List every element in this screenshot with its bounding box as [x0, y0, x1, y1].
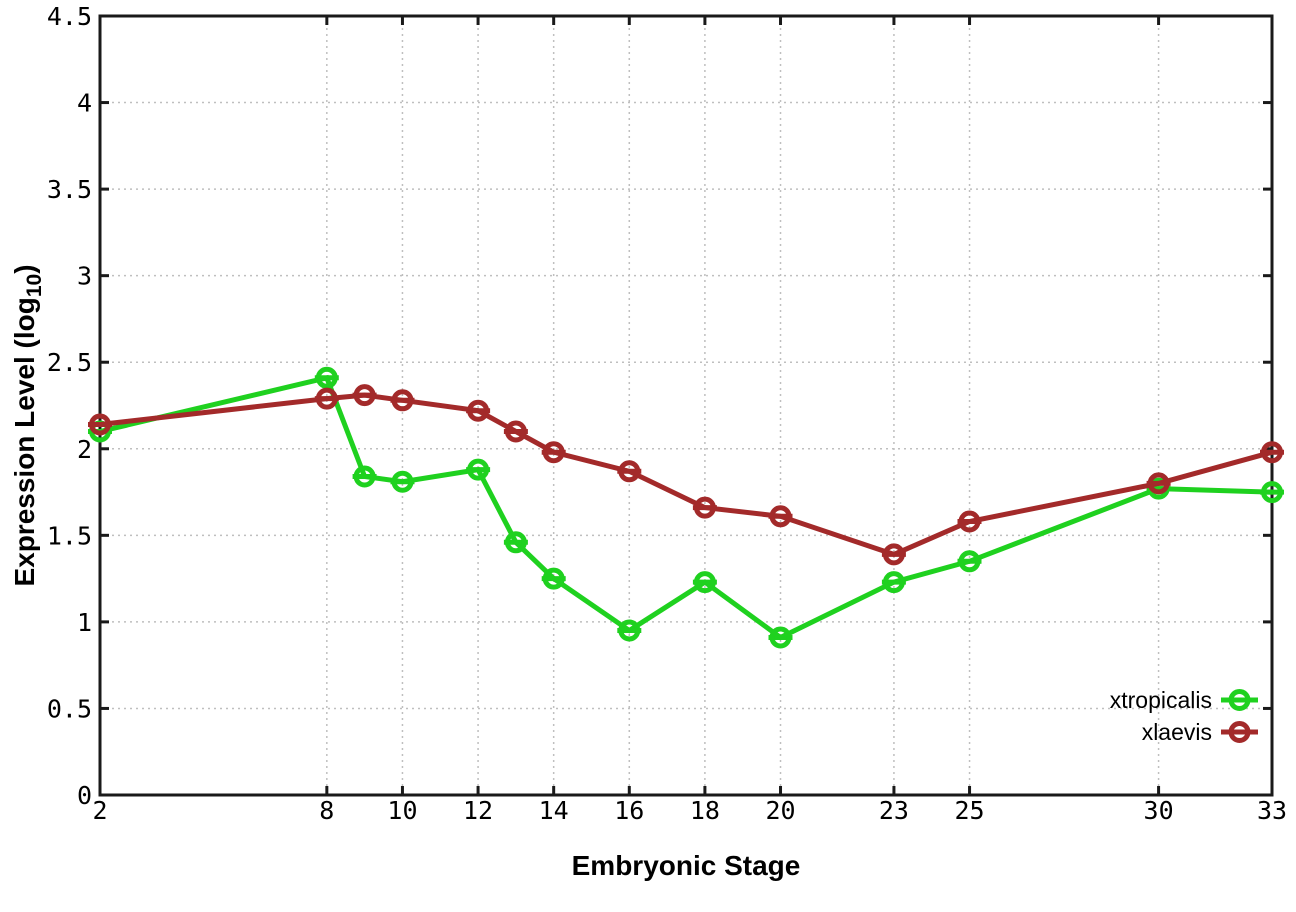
- legend-marker-point: [1228, 689, 1251, 711]
- data-point-marker: [1261, 441, 1283, 464]
- x-tick-label: 8: [319, 796, 334, 825]
- y-tick-label: 0: [77, 781, 92, 810]
- series-xlaevis: [88, 384, 1284, 566]
- data-point-marker: [618, 619, 641, 642]
- data-point-marker: [504, 531, 527, 554]
- data-point-marker: [353, 384, 376, 407]
- data-point-marker: [391, 389, 414, 412]
- data-point-marker: [315, 366, 338, 389]
- legend: xtropicalis xlaevis: [1110, 687, 1258, 745]
- legend-label-xlaevis: xlaevis: [1142, 719, 1212, 745]
- x-tick-label: 10: [387, 796, 417, 825]
- data-point-marker: [1147, 472, 1170, 495]
- x-tick-label: 16: [614, 796, 644, 825]
- y-tick-label: 1.5: [47, 521, 92, 550]
- data-point-marker: [882, 571, 905, 594]
- data-point-marker: [353, 465, 376, 488]
- x-tick-label: 25: [954, 796, 984, 825]
- plot-border: [98, 14, 1274, 797]
- x-tick-label: 23: [879, 796, 909, 825]
- data-point-marker: [693, 496, 716, 519]
- data-point-marker: [467, 399, 490, 422]
- y-tick-label: 4: [77, 89, 92, 118]
- tick-labels: 2 8 10 12 14 16 18 20 23 25 30 33 0 0.5 1 1.5 2 2.5 3 3.5 4 4…: [47, 2, 1287, 825]
- y-tick-label: 0.5: [47, 694, 92, 723]
- y-tick-label: 4.5: [47, 2, 92, 31]
- legend-marker-point: [1228, 721, 1251, 743]
- data-point-marker: [542, 567, 565, 590]
- legend-label-xtropicalis: xtropicalis: [1110, 687, 1212, 713]
- data-point-marker: [1261, 481, 1283, 504]
- data-point-marker: [769, 505, 792, 528]
- data-point-marker: [958, 510, 981, 533]
- x-tick-label: 30: [1144, 796, 1174, 825]
- y-axis-title: Expression Level (log10): [9, 264, 46, 586]
- data-point-marker: [958, 550, 981, 573]
- data-point-marker: [504, 420, 527, 443]
- data-point-marker: [89, 413, 111, 436]
- data-point-marker: [618, 460, 641, 483]
- x-tick-label: 12: [463, 796, 493, 825]
- data-point-marker: [769, 626, 792, 649]
- x-tick-label: 14: [539, 796, 569, 825]
- y-tick-label: 3.5: [47, 175, 92, 204]
- data-point-marker: [391, 470, 414, 493]
- y-tick-label: 2.5: [47, 348, 92, 377]
- data-point-marker: [467, 458, 490, 481]
- data-point-marker: [882, 543, 905, 566]
- y-tick-label: 3: [77, 262, 92, 291]
- y-tick-label: 2: [77, 435, 92, 464]
- x-axis-title: Embryonic Stage: [572, 850, 801, 881]
- x-tick-label: 33: [1257, 796, 1287, 825]
- series-line-xtropicalis: [99, 374, 1273, 641]
- data-point-marker: [542, 441, 565, 464]
- data-point-marker: [315, 387, 338, 410]
- x-tick-label: 18: [690, 796, 720, 825]
- series-xtropicalis: [88, 366, 1284, 649]
- y-tick-label: 1: [77, 608, 92, 637]
- series-line-xlaevis: [99, 392, 1273, 558]
- data-point-marker: [693, 571, 716, 594]
- y-axis-title-subscript: 10: [23, 274, 46, 297]
- x-tick-label: 2: [92, 796, 107, 825]
- x-tick-label: 20: [765, 796, 795, 825]
